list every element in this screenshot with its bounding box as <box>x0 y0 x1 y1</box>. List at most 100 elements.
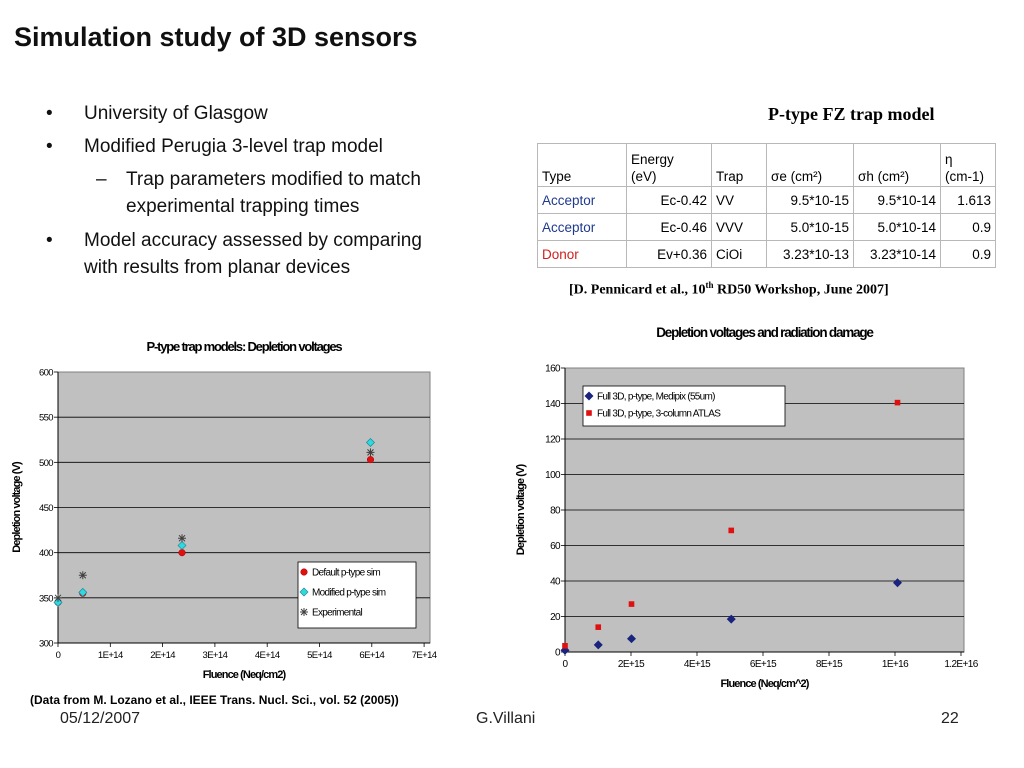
data-point <box>178 549 186 557</box>
depletion-voltage-chart-right: 0 20 40 60 80 100 120 140 160 0 2E+15 4E+15 6E+15 8E+… <box>515 325 979 690</box>
data-point <box>595 624 602 630</box>
x-tick-label: 5E+14 <box>307 650 332 661</box>
y-tick-label: 80 <box>550 506 561 517</box>
legend-marker <box>300 568 308 576</box>
data-source-note: (Data from M. Lozano et al., IEEE Trans.… <box>30 693 399 707</box>
cell-energy: Ev+0.36 <box>626 240 712 268</box>
y-tick-label: 160 <box>545 364 561 375</box>
y-tick-label: 140 <box>545 399 561 410</box>
data-point <box>365 437 375 447</box>
header-energy-line1: Energy <box>631 152 674 167</box>
y-tick-label: 600 <box>39 368 53 379</box>
cell-eta: 0.9 <box>940 213 996 241</box>
x-tick-label: 8E+15 <box>816 659 843 670</box>
y-tick-label: 20 <box>550 612 561 623</box>
bullet-text: Modified Perugia 3-level trap model <box>84 136 383 157</box>
table-row: Acceptor Ec-0.46 VVV 5.0*10-15 5.0*10-14… <box>537 213 996 241</box>
header-energy: Energy (eV) <box>626 143 712 187</box>
legend-marker <box>584 391 594 401</box>
series-group <box>562 399 901 649</box>
y-tick-label: 100 <box>545 470 561 481</box>
x-tick-label: 6E+15 <box>750 659 777 670</box>
cell-type: Donor <box>537 240 627 268</box>
legend-marker <box>586 410 592 416</box>
cell-sigma-h: 9.5*10-14 <box>853 186 941 214</box>
series-group <box>53 437 375 607</box>
y-axis-title: Depletion voltage (V) <box>11 461 23 553</box>
cell-energy: Ec-0.42 <box>626 186 712 214</box>
legend-box <box>582 385 786 427</box>
legend-marker <box>300 608 308 616</box>
y-tick-label: 400 <box>39 548 53 559</box>
header-sigma-e: σe (cm²) <box>766 143 854 187</box>
x-tick-label: 4E+14 <box>255 650 280 661</box>
y-axis-title: Depletion voltage (V) <box>515 464 527 556</box>
y-tick-label: 350 <box>39 593 53 604</box>
bullet-text: Trap parameters modified to match experi… <box>126 169 421 217</box>
depletion-voltage-chart-left: 300 350 400 450 500 550 600 0 1E+14 2E+14 3E+14 4E+… <box>11 339 437 681</box>
x-tick-label: 2E+14 <box>150 650 175 661</box>
legend-label: Experimental <box>312 608 362 619</box>
x-tick-label: 1E+14 <box>98 650 123 661</box>
bullet-text: University of Glasgow <box>84 103 268 124</box>
slide-title: Simulation study of 3D sensors <box>14 22 418 52</box>
legend-marker <box>299 587 309 597</box>
footer-author: G.Villani <box>476 710 536 727</box>
citation-text: [D. Pennicard et al., 10 <box>569 282 706 298</box>
y-tick-label: 300 <box>39 639 53 650</box>
header-type: Type <box>537 143 627 187</box>
table-row: Acceptor Ec-0.42 VV 9.5*10-15 9.5*10-14 … <box>537 186 996 214</box>
data-point <box>562 642 568 649</box>
cell-eta: 1.613 <box>940 186 996 214</box>
cell-sigma-h: 3.23*10-14 <box>853 240 941 268</box>
data-point <box>178 534 186 543</box>
bullet-marker: • <box>46 103 53 124</box>
header-eta-line1: η <box>945 152 953 167</box>
cell-eta: 0.9 <box>940 240 996 268</box>
series-group <box>54 448 375 602</box>
x-tick-label: 7E+14 <box>412 650 437 661</box>
data-point <box>627 634 636 644</box>
data-point <box>893 578 902 588</box>
y-tick-label: 60 <box>550 541 561 552</box>
footer-page-number: 22 <box>941 710 959 727</box>
bullet-text-line: with results from planar devices <box>84 257 351 278</box>
cell-trap: VV <box>711 186 767 214</box>
legend-box <box>297 561 417 629</box>
footer-date: 05/12/2007 <box>60 710 141 727</box>
data-point <box>366 448 375 457</box>
cell-sigma-e: 9.5*10-15 <box>766 186 854 214</box>
chart-title: Depletion voltages and radiation damage <box>656 325 874 340</box>
bullet-marker: • <box>46 230 53 251</box>
header-eta: η (cm-1) <box>940 143 996 187</box>
legend-label: Full 3D, p-type, Medipix (55um) <box>597 392 715 403</box>
table-row: Donor Ev+0.36 CiOi 3.23*10-13 3.23*10-14… <box>537 240 996 268</box>
cell-trap: VVV <box>711 213 767 241</box>
data-point <box>728 527 735 534</box>
bullet-text-line: Model accuracy assessed by comparing <box>84 230 422 251</box>
cell-type: Acceptor <box>537 186 627 214</box>
x-axis-title: Fluence (Neq/cm^2) <box>720 678 809 690</box>
data-point <box>628 601 635 607</box>
x-tick-label: 2E+15 <box>618 659 645 670</box>
data-point <box>726 614 736 624</box>
data-point <box>366 456 375 464</box>
y-tick-label: 550 <box>39 413 53 424</box>
y-tick-label: 450 <box>39 503 53 514</box>
cell-trap: CiOi <box>711 240 767 268</box>
cell-type: Acceptor <box>537 213 627 241</box>
legend-label: Default p-type sim <box>312 568 380 579</box>
chart-title: P-type trap models: Depletion voltages <box>147 339 343 354</box>
data-point <box>177 540 187 550</box>
y-tick-label: 120 <box>545 435 561 446</box>
y-tick-label: 0 <box>555 648 561 659</box>
legend-label: Full 3D, p-type, 3-column ATLAS <box>597 409 721 420</box>
data-point <box>894 399 901 406</box>
header-eta-line2: (cm-1) <box>945 169 984 184</box>
bullet-marker: • <box>46 136 53 157</box>
data-point <box>54 593 62 602</box>
bullet-marker: – <box>96 169 107 190</box>
x-tick-label: 6E+14 <box>359 650 384 661</box>
legend-label: Modified p-type sim <box>312 588 386 599</box>
header-energy-line2: (eV) <box>631 169 657 184</box>
